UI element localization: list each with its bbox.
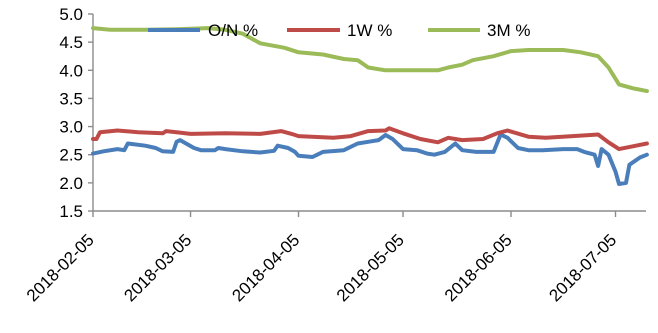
- x-tick-label: 2018-06-05: [441, 230, 516, 305]
- y-tick-label: 4.0: [59, 61, 83, 80]
- y-tick-label: 2.0: [59, 174, 83, 193]
- y-axis: 1.5 2.0 2.5 3.0 3.5 4.0 4.5 5.0: [59, 5, 94, 221]
- series-line-2: [91, 26, 649, 94]
- y-tick-label: 3.0: [59, 118, 83, 137]
- legend: O/N % 1W % 3M %: [148, 21, 530, 40]
- x-tick-label: 2018-03-05: [120, 230, 195, 305]
- y-tick-label: 1.5: [59, 202, 83, 221]
- x-tick-label: 2018-07-05: [545, 230, 620, 305]
- y-tick-label: 4.5: [59, 33, 83, 52]
- series-layer: [91, 26, 649, 186]
- series-line-1: [91, 126, 649, 152]
- legend-label-1: 1W %: [347, 21, 392, 40]
- y-tick-label: 2.5: [59, 146, 83, 165]
- x-tick-label: 2018-02-05: [23, 230, 98, 305]
- legend-label-2: 3M %: [487, 21, 530, 40]
- x-axis: 2018-02-05 2018-03-05 2018-04-05 2018-05-05…: [23, 210, 646, 305]
- legend-label-0: O/N %: [208, 21, 258, 40]
- y-tick-label: 3.5: [59, 89, 83, 108]
- x-tick-label: 2018-05-05: [333, 230, 408, 305]
- y-tick-label: 5.0: [59, 5, 83, 24]
- x-tick-label: 2018-04-05: [228, 230, 303, 305]
- series-line-0: [91, 132, 649, 186]
